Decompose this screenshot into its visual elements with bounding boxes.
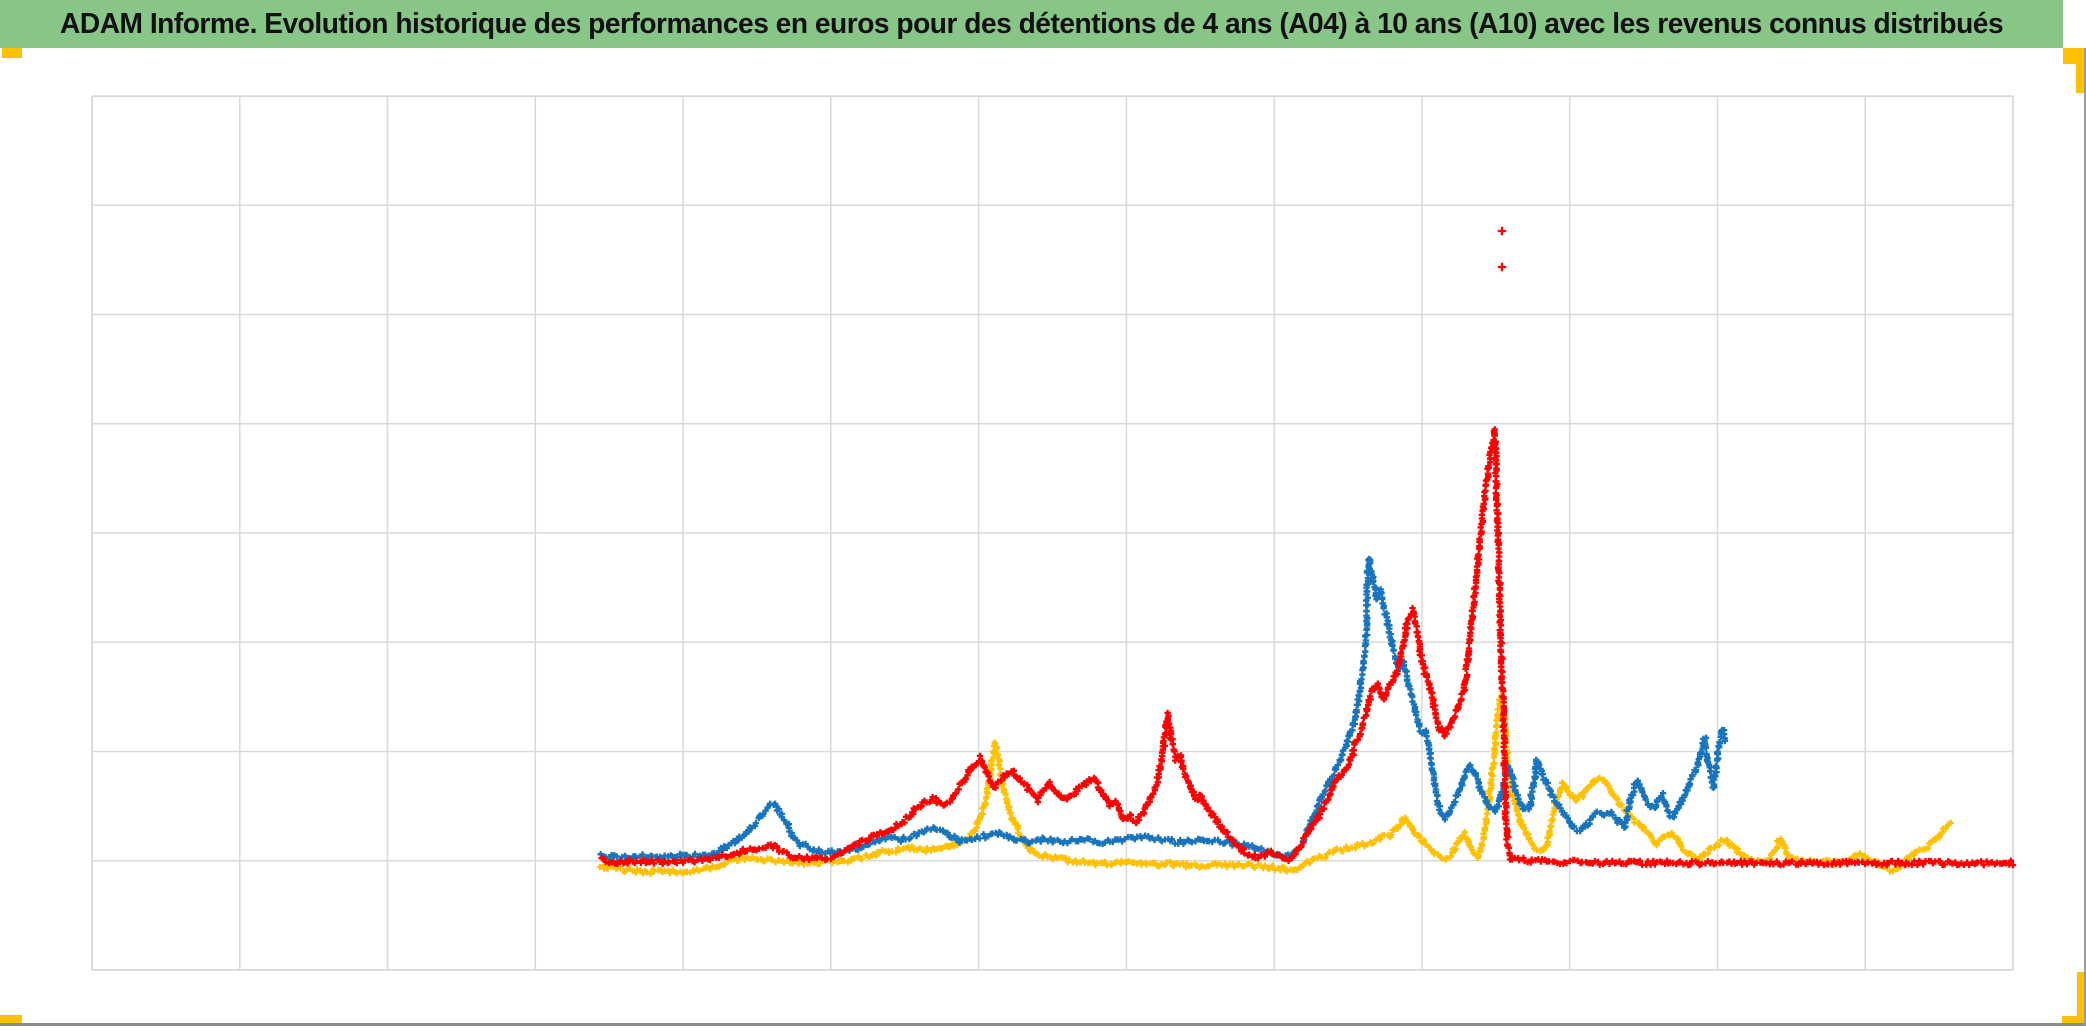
series-blue [597,555,1729,864]
series-red [598,226,2017,869]
accent-tab-top-left [2,48,22,58]
header-bar: ADAM Informe. Evolution historique des p… [0,0,2063,48]
accent-corner-top-right-h [2063,48,2086,64]
page-title: ADAM Informe. Evolution historique des p… [59,7,2004,40]
bottom-edge-strip [0,1023,2086,1026]
right-edge-line [2084,48,2086,1026]
accent-corner-top-right-v [2076,64,2086,93]
accent-bar-bottom-right-v [2077,972,2086,1024]
gridlines [91,95,2014,971]
accent-corner-bottom-right-foot [2062,1016,2086,1024]
accent-tab-bottom-left [0,1015,22,1024]
